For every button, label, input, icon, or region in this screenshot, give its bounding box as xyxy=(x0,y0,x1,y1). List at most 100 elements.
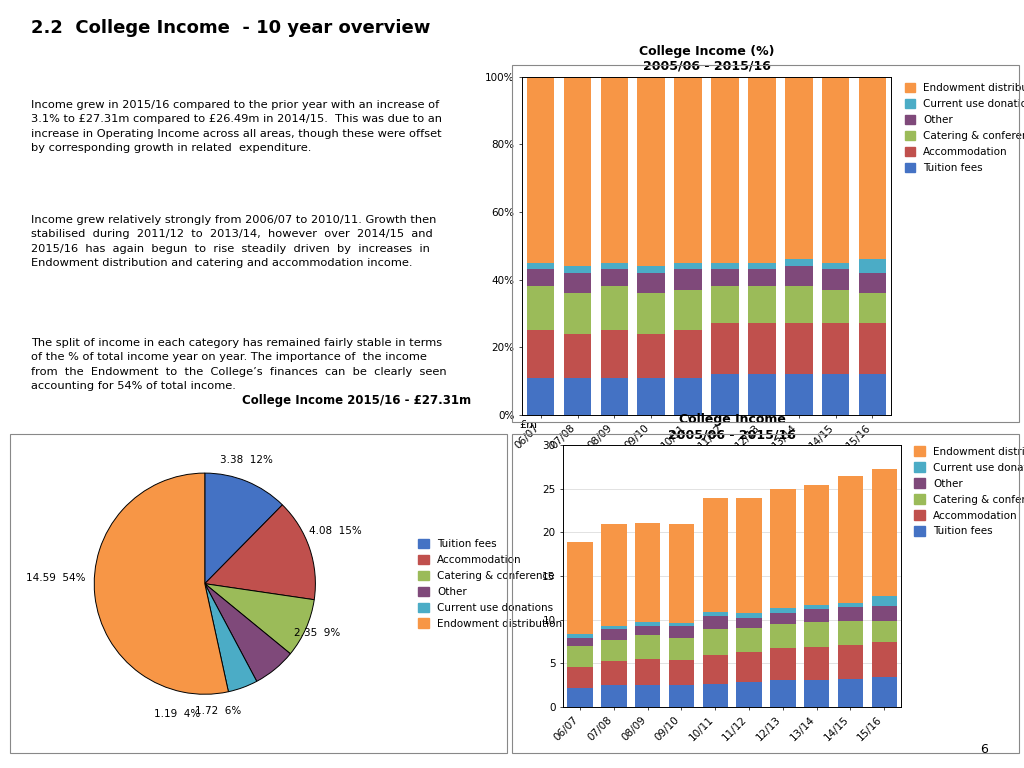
Wedge shape xyxy=(205,473,283,584)
Bar xyxy=(637,333,666,378)
Bar xyxy=(637,273,666,293)
Text: Income grew in 2015/16 compared to the prior year with an increase of
3.1% to £2: Income grew in 2015/16 compared to the p… xyxy=(31,100,441,153)
Title: College Income 2015/16 - £27.31m: College Income 2015/16 - £27.31m xyxy=(243,394,471,407)
Bar xyxy=(527,378,555,415)
Bar xyxy=(784,266,813,286)
Bar xyxy=(838,476,863,603)
Bar xyxy=(567,542,593,634)
Bar xyxy=(858,260,887,273)
Bar xyxy=(567,667,593,688)
Bar xyxy=(871,596,897,606)
Bar xyxy=(669,685,694,707)
Bar xyxy=(600,330,629,378)
Bar xyxy=(674,77,702,263)
Bar xyxy=(635,659,660,685)
Bar xyxy=(804,622,829,647)
Bar xyxy=(702,655,728,684)
Bar xyxy=(871,468,897,596)
Bar xyxy=(702,498,728,611)
Text: 3.38  12%: 3.38 12% xyxy=(220,455,273,465)
Bar xyxy=(635,635,660,659)
Wedge shape xyxy=(205,584,257,692)
Bar xyxy=(804,680,829,707)
Bar xyxy=(702,611,728,616)
Bar xyxy=(770,624,796,648)
Text: Income grew relatively strongly from 2006/07 to 2010/11. Growth then
stabilised : Income grew relatively strongly from 200… xyxy=(31,215,436,268)
Bar xyxy=(871,677,897,707)
Bar xyxy=(637,266,666,273)
Text: £m: £m xyxy=(519,420,538,430)
Bar xyxy=(601,640,627,661)
Bar xyxy=(871,606,897,621)
Bar xyxy=(674,290,702,330)
Bar xyxy=(669,524,694,623)
Bar xyxy=(838,621,863,645)
Bar xyxy=(637,378,666,415)
Bar xyxy=(748,77,776,263)
Bar xyxy=(736,614,762,617)
Bar xyxy=(711,263,739,270)
Legend: Endowment distribution, Current use donations, Other, Catering & conference, Acc: Endowment distribution, Current use dona… xyxy=(903,82,1024,174)
Bar xyxy=(637,77,666,266)
Bar xyxy=(736,617,762,628)
Bar xyxy=(563,378,592,415)
Bar xyxy=(600,270,629,286)
Title: College Income
2005/06 - 2015/16: College Income 2005/06 - 2015/16 xyxy=(669,413,796,442)
Bar xyxy=(784,323,813,374)
Bar xyxy=(601,629,627,640)
Bar xyxy=(736,498,762,614)
Bar xyxy=(838,679,863,707)
Bar xyxy=(635,523,660,622)
Text: 14.59  54%: 14.59 54% xyxy=(26,573,85,583)
Bar xyxy=(858,273,887,293)
Bar xyxy=(563,293,592,333)
Bar xyxy=(567,637,593,646)
Bar xyxy=(821,374,850,415)
Title: College Income (%)
2005/06 - 2015/16: College Income (%) 2005/06 - 2015/16 xyxy=(639,45,774,73)
Bar xyxy=(527,263,555,270)
Bar xyxy=(784,77,813,260)
Bar xyxy=(674,330,702,378)
Bar xyxy=(804,485,829,604)
Bar xyxy=(821,77,850,263)
Bar xyxy=(567,634,593,637)
Bar xyxy=(711,286,739,323)
Bar xyxy=(563,266,592,273)
Bar xyxy=(711,77,739,263)
Bar xyxy=(858,293,887,323)
Bar xyxy=(637,293,666,333)
Bar xyxy=(821,323,850,374)
Wedge shape xyxy=(205,584,291,681)
Bar xyxy=(674,270,702,290)
Bar xyxy=(601,661,627,685)
Bar xyxy=(669,660,694,685)
Bar xyxy=(770,489,796,608)
Bar xyxy=(804,609,829,622)
Bar xyxy=(563,333,592,378)
Bar xyxy=(635,685,660,707)
Bar xyxy=(669,623,694,627)
Bar xyxy=(702,684,728,707)
Bar xyxy=(600,286,629,330)
Bar xyxy=(527,270,555,286)
Bar xyxy=(674,378,702,415)
Text: 6: 6 xyxy=(980,743,988,756)
Bar xyxy=(748,270,776,286)
Bar xyxy=(527,77,555,263)
Bar xyxy=(601,626,627,629)
Text: 2.35  9%: 2.35 9% xyxy=(295,628,341,638)
Bar xyxy=(770,680,796,707)
Wedge shape xyxy=(205,584,314,654)
Bar xyxy=(527,330,555,378)
Bar xyxy=(770,648,796,680)
Bar xyxy=(702,616,728,629)
Bar xyxy=(736,682,762,707)
Bar xyxy=(674,263,702,270)
Bar xyxy=(635,626,660,635)
Wedge shape xyxy=(205,505,315,600)
Bar xyxy=(748,374,776,415)
Text: 1.19  4%: 1.19 4% xyxy=(154,709,201,719)
Bar xyxy=(600,263,629,270)
Legend: Tuition fees, Accommodation, Catering & conference, Other, Current use donations: Tuition fees, Accommodation, Catering & … xyxy=(418,538,563,630)
Bar xyxy=(821,263,850,270)
